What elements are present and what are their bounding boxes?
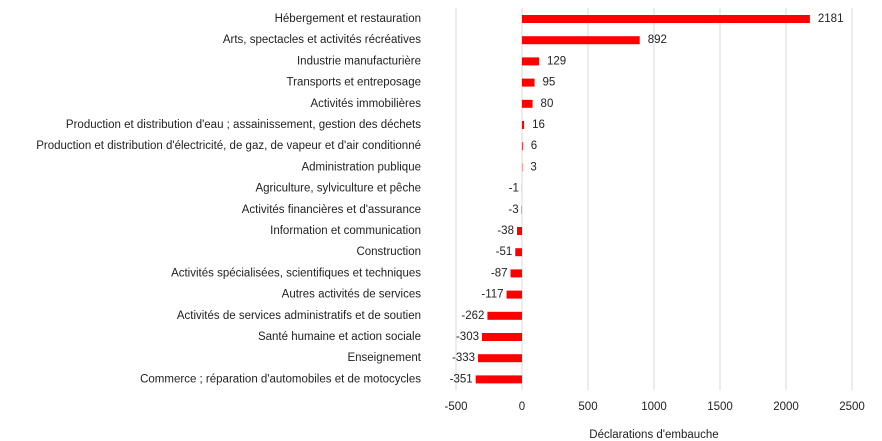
data-label: -333 <box>452 352 475 364</box>
bar <box>522 15 810 23</box>
y-tick-label: Agriculture, sylviculture et pêche <box>255 183 421 195</box>
bar <box>516 227 522 235</box>
data-label: 16 <box>532 119 545 131</box>
x-tick-label: -500 <box>444 401 467 413</box>
x-tick-label: 1500 <box>707 401 733 413</box>
data-label: -117 <box>481 289 503 301</box>
bar <box>522 99 533 108</box>
bar <box>478 354 522 363</box>
bar <box>510 269 522 278</box>
data-label: -3 <box>508 204 518 216</box>
x-tick-label: 2500 <box>839 401 865 413</box>
y-tick-label: Hébergement et restauration <box>275 13 421 25</box>
bar <box>522 57 540 66</box>
bar <box>482 333 522 341</box>
bar <box>522 78 535 87</box>
data-label: -303 <box>456 331 479 343</box>
y-tick-label: Enseignement <box>347 352 421 364</box>
y-tick-label: Activités de services administratifs et … <box>177 310 421 322</box>
y-tick-label: Construction <box>356 246 421 258</box>
y-tick-label: Activités spécialisées, scientifiques et… <box>171 267 421 279</box>
data-label: 80 <box>541 98 554 110</box>
data-label: -38 <box>497 225 514 237</box>
data-label: 892 <box>648 34 667 46</box>
data-label: 95 <box>543 77 556 89</box>
x-tick-label: 2000 <box>773 401 799 413</box>
y-tick-label: Commerce ; réparation d'automobiles et d… <box>140 373 421 385</box>
y-tick-label: Production et distribution d'eau ; assai… <box>66 119 421 131</box>
bar <box>522 121 525 129</box>
y-tick-label: Santé humaine et action sociale <box>258 331 421 343</box>
bar <box>487 311 522 320</box>
data-label: -51 <box>496 246 513 258</box>
bar <box>506 290 522 299</box>
y-tick-label: Activités financières et d'assurance <box>242 204 421 216</box>
y-tick-label: Production et distribution d'électricité… <box>36 140 421 152</box>
data-label: 6 <box>531 140 537 152</box>
x-tick-label: 1000 <box>641 401 667 413</box>
data-label: -1 <box>509 183 519 195</box>
x-axis-title: Déclarations d'embauche <box>589 429 718 441</box>
data-label: 2181 <box>818 13 844 25</box>
y-tick-label: Administration publique <box>301 161 421 173</box>
y-tick-label: Transports et entreposage <box>287 77 421 89</box>
bar <box>522 142 523 151</box>
x-tick-label: 0 <box>519 401 525 413</box>
data-label: -87 <box>491 267 508 279</box>
data-label: -262 <box>461 310 484 322</box>
bar <box>475 375 522 384</box>
data-label: -351 <box>450 373 473 385</box>
x-tick-label: 500 <box>578 401 597 413</box>
y-tick-label: Information et communication <box>270 225 421 237</box>
bar <box>522 36 640 45</box>
y-tick-label: Activités immobilières <box>310 98 421 110</box>
data-label: 3 <box>530 161 536 173</box>
y-tick-label: Arts, spectacles et activités récréative… <box>223 34 421 46</box>
data-label: 129 <box>547 55 566 67</box>
y-tick-label: Industrie manufacturière <box>297 55 421 67</box>
bar <box>515 248 522 257</box>
y-tick-label: Autres activités de services <box>282 289 422 301</box>
